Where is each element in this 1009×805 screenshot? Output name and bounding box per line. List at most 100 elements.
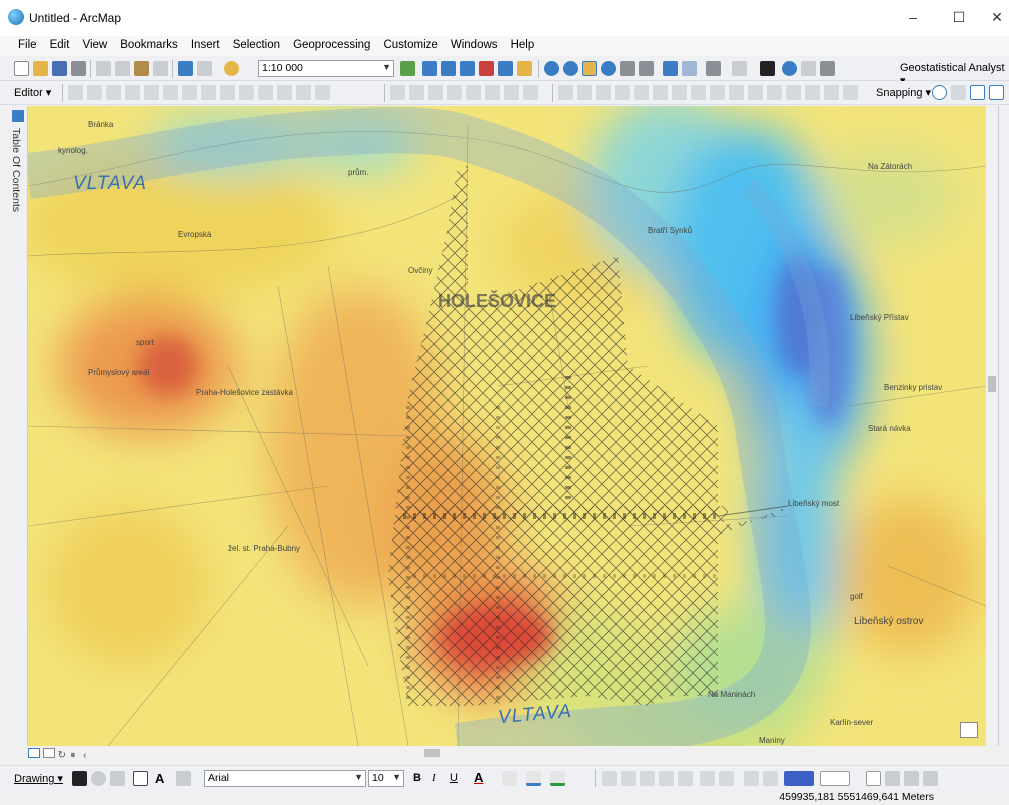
menu-selection[interactable]: Selection xyxy=(232,39,280,51)
select-features-icon[interactable] xyxy=(706,61,721,76)
topology-pointer-icon[interactable] xyxy=(409,85,424,100)
refresh-icon[interactable]: ↻ xyxy=(57,750,66,761)
menu-geoprocessing[interactable]: Geoprocessing xyxy=(293,39,371,51)
map-scale-combo[interactable]: 1:10 000 ▼ xyxy=(258,60,394,77)
menu-insert[interactable]: Insert xyxy=(190,39,220,51)
georef-update-icon[interactable] xyxy=(672,85,687,100)
georef-link-icon[interactable] xyxy=(577,85,592,100)
menu-bookmarks[interactable]: Bookmarks xyxy=(120,39,178,51)
fixed-zoom-out-icon[interactable] xyxy=(639,61,654,76)
editor-toolbar-icon[interactable] xyxy=(400,61,415,76)
limited-adjust-icon[interactable] xyxy=(843,85,858,100)
paste-icon[interactable] xyxy=(134,61,149,76)
menu-file[interactable]: File xyxy=(18,39,37,51)
map-vertical-scrollbar[interactable] xyxy=(986,106,998,746)
end-snapping-icon[interactable] xyxy=(951,85,966,100)
menu-view[interactable]: View xyxy=(82,39,108,51)
end-point-arc-icon[interactable] xyxy=(125,85,140,100)
attribute-transfer-icon[interactable] xyxy=(805,85,820,100)
forward-arrow-icon[interactable] xyxy=(682,61,697,76)
font-size-combo[interactable]: 10 ▼ xyxy=(368,770,404,787)
font-color-icon[interactable]: A xyxy=(474,770,484,785)
topology-edit-icon[interactable] xyxy=(390,85,405,100)
reshape-icon[interactable] xyxy=(201,85,216,100)
identify-icon[interactable] xyxy=(782,61,797,76)
distribute-icon[interactable] xyxy=(700,771,715,786)
add-data-icon[interactable] xyxy=(224,61,239,76)
edit-tool-icon[interactable] xyxy=(68,85,83,100)
adjust-table-icon[interactable] xyxy=(748,85,763,100)
maximize-button[interactable]: ☐ xyxy=(952,9,966,25)
vertex-snapping-icon[interactable] xyxy=(970,85,985,100)
align-icon[interactable] xyxy=(678,771,693,786)
straight-segment-icon[interactable] xyxy=(106,85,121,100)
adjust-preview-icon[interactable] xyxy=(729,85,744,100)
data-view-icon[interactable] xyxy=(28,748,40,758)
topology-align-icon[interactable] xyxy=(466,85,481,100)
underline-button[interactable]: U xyxy=(450,772,458,784)
zoom-to-elements-icon[interactable] xyxy=(110,771,125,786)
full-extent-icon[interactable] xyxy=(601,61,616,76)
redo-icon[interactable] xyxy=(197,61,212,76)
arctoolbox-icon[interactable] xyxy=(479,61,494,76)
edit-annotation-icon[interactable] xyxy=(87,85,102,100)
fixed-zoom-in-icon[interactable] xyxy=(620,61,635,76)
back-arrow-icon[interactable] xyxy=(663,61,678,76)
rotate-icon[interactable] xyxy=(258,85,273,100)
undo-icon[interactable] xyxy=(178,61,193,76)
font-name-combo[interactable]: Arial ▼ xyxy=(204,770,366,787)
map-horizontal-scrollbar[interactable] xyxy=(28,746,998,760)
georef-table-icon[interactable] xyxy=(653,85,668,100)
copy-icon[interactable] xyxy=(115,61,130,76)
layout-view-icon[interactable] xyxy=(42,748,55,758)
topology-modify-icon[interactable] xyxy=(447,85,462,100)
adjust-links-icon[interactable] xyxy=(710,85,725,100)
layout-icon[interactable] xyxy=(885,771,900,786)
menu-windows[interactable]: Windows xyxy=(450,39,498,51)
fill-color-icon[interactable] xyxy=(502,771,517,786)
bold-button[interactable]: B xyxy=(413,772,421,784)
point-snapping-icon[interactable] xyxy=(932,85,947,100)
model-builder-icon[interactable] xyxy=(517,61,532,76)
rectangle-tool-icon[interactable] xyxy=(133,771,148,786)
swipe-icon[interactable] xyxy=(763,771,778,786)
vertical-scroll-thumb[interactable] xyxy=(988,376,996,392)
table-of-contents-tab[interactable]: Table Of Contents xyxy=(8,106,28,746)
select-elements-arrow-icon[interactable] xyxy=(760,61,775,76)
delete-icon[interactable] xyxy=(153,61,168,76)
menu-customize[interactable]: Customize xyxy=(383,39,438,51)
docked-windows-panel[interactable] xyxy=(998,106,1009,746)
georef-icon[interactable] xyxy=(558,85,573,100)
sketch-properties-icon[interactable] xyxy=(296,85,311,100)
catalog-icon[interactable] xyxy=(441,61,456,76)
italic-button[interactable]: I xyxy=(432,772,436,784)
drawing-menu[interactable]: Drawing ▾ xyxy=(14,773,63,785)
search-window-icon[interactable] xyxy=(460,61,475,76)
split-icon[interactable] xyxy=(239,85,254,100)
ungroup-icon[interactable] xyxy=(621,771,636,786)
text-tool-icon[interactable]: A xyxy=(155,771,165,786)
rotate-element-icon[interactable] xyxy=(91,771,106,786)
attributes-icon[interactable] xyxy=(277,85,292,100)
close-button[interactable]: ✕ xyxy=(991,9,1003,25)
zoom-in-icon[interactable] xyxy=(544,61,559,76)
edge-match-icon[interactable] xyxy=(786,85,801,100)
adjust-run-icon[interactable] xyxy=(767,85,782,100)
python-window-icon[interactable] xyxy=(498,61,513,76)
topology-errors-icon[interactable] xyxy=(504,85,519,100)
create-features-icon[interactable] xyxy=(315,85,330,100)
georef-rotate-icon[interactable] xyxy=(596,85,611,100)
open-folder-icon[interactable] xyxy=(33,61,48,76)
map-view[interactable]: VLTAVA VLTAVA HOLEŠOVICE Libeňský ostrov… xyxy=(28,106,986,746)
edit-vertices-drawing-icon[interactable] xyxy=(176,771,191,786)
send-to-back-icon[interactable] xyxy=(659,771,674,786)
transparency-icon[interactable] xyxy=(904,771,919,786)
contrast-dropdown-icon[interactable] xyxy=(820,771,850,786)
minimize-button[interactable]: – xyxy=(909,9,917,25)
topology-reshape-icon[interactable] xyxy=(428,85,443,100)
georef-scale-icon[interactable] xyxy=(615,85,630,100)
nudge-icon[interactable] xyxy=(719,771,734,786)
color-swatch-icon[interactable] xyxy=(784,771,814,786)
displacement-icon[interactable] xyxy=(824,85,839,100)
effects-icon[interactable] xyxy=(744,771,759,786)
